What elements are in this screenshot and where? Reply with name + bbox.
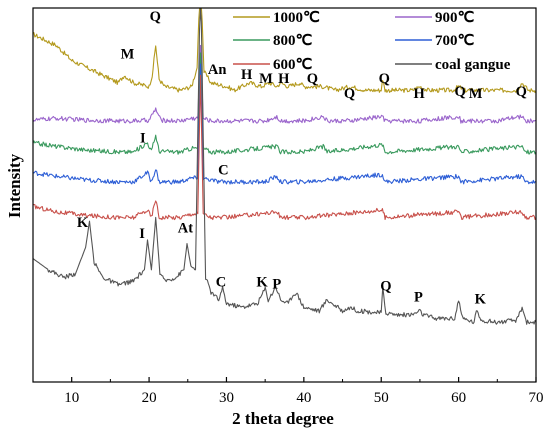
legend: 1000℃ 900℃ 800℃ 700℃ 600℃ coal gangue (233, 10, 511, 73)
legend-label: 900℃ (435, 10, 475, 26)
series-line-0 (32, 7, 537, 94)
peak-label: At (178, 220, 193, 236)
peak-label: C (216, 275, 226, 291)
axes: 10 20 30 40 50 60 70 (32, 7, 544, 406)
series-line-5 (32, 7, 537, 325)
peak-label: K (77, 215, 89, 231)
series-line-4 (32, 74, 537, 221)
peak-label: C (218, 162, 228, 178)
peak-label: P (272, 277, 281, 293)
legend-label: coal gangue (435, 57, 511, 73)
series-line-2 (32, 52, 537, 155)
legend-label: 700℃ (435, 33, 475, 49)
peak-label: P (414, 290, 423, 306)
x-tick-label: 10 (64, 390, 79, 406)
x-axis-label: 2 theta degree (232, 409, 334, 428)
legend-label: 800℃ (273, 33, 313, 49)
peak-label: Q (150, 9, 161, 25)
peak-label: M (259, 71, 273, 87)
peak-label: M (469, 86, 483, 102)
peak-label: Q (380, 278, 391, 294)
peak-label: K (475, 291, 487, 307)
x-tick-label: 40 (296, 390, 311, 406)
x-tick-label: 70 (529, 390, 544, 406)
x-tick-label: 20 (142, 390, 157, 406)
peak-label: K (256, 275, 268, 291)
peak-label: Q (344, 86, 355, 102)
series-group (32, 7, 537, 325)
x-tick-label: 60 (451, 390, 466, 406)
peak-label: Q (516, 84, 527, 100)
peak-label: I (139, 226, 145, 242)
peak-label: Q (379, 71, 390, 87)
peak-label: H (414, 86, 426, 102)
x-tick-label: 30 (219, 390, 234, 406)
peak-label: M (121, 46, 135, 62)
peak-annotations: MQQAnHMHQQQHQMQICKIAtCKPQPK (77, 9, 527, 307)
peak-label: H (241, 67, 253, 83)
plot-frame (32, 7, 537, 383)
series-line-3 (32, 63, 537, 185)
x-tick-label: 50 (374, 390, 389, 406)
peak-label: An (208, 62, 227, 78)
peak-label: Q (455, 84, 466, 100)
peak-label: Q (307, 71, 318, 87)
peak-label: H (278, 71, 290, 87)
legend-label: 1000℃ (273, 10, 320, 26)
series-line-1 (32, 44, 537, 124)
y-axis-label: Intensity (5, 153, 24, 218)
legend-label: 600℃ (273, 57, 313, 73)
peak-label: I (140, 131, 146, 147)
